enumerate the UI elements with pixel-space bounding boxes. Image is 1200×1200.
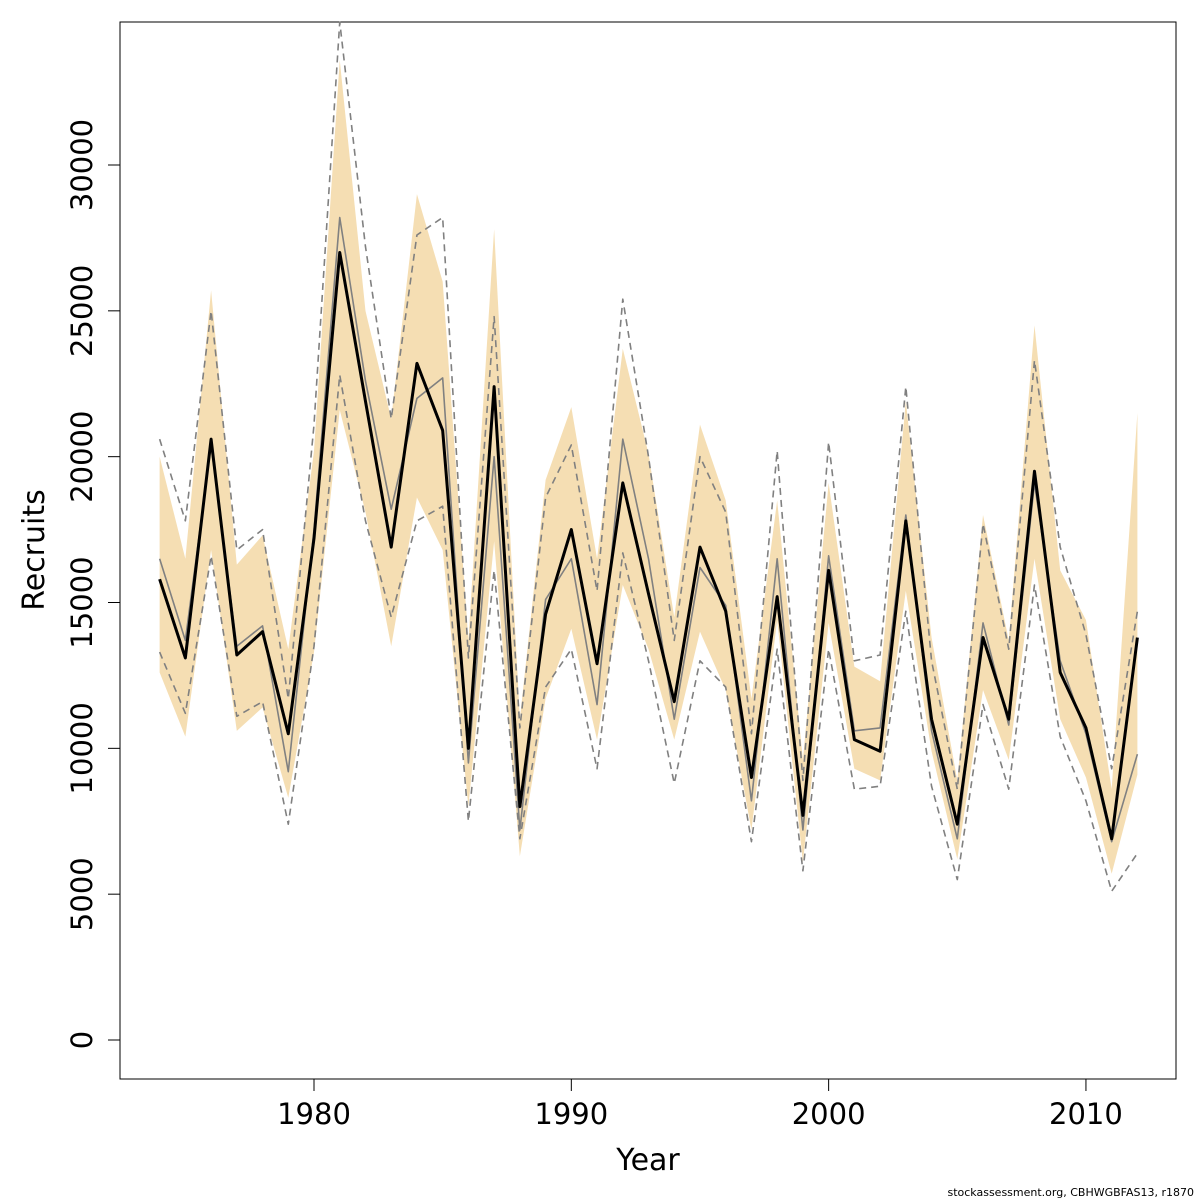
y-tick-label: 15000 [65,556,99,648]
x-tick-label: 2010 [1049,1097,1123,1131]
estimate-line [158,251,1139,841]
x-tick-label: 1990 [534,1097,608,1131]
y-tick-label: 20000 [65,411,99,503]
y-tick-label: 30000 [65,119,99,211]
bound-line [158,21,1139,790]
y-tick-label: 25000 [65,265,99,357]
y-tick-label: 5000 [65,857,99,931]
bound-line [158,374,1139,893]
y-axis-title: Recruits [17,489,52,611]
confidence-band [159,60,1138,874]
x-axis-title: Year [615,1143,680,1178]
footnote: stockassessment.org, CBHWGBFAS13, r1870 [947,1186,1194,1199]
y-tick-label: 0 [65,1031,99,1049]
x-tick-label: 2000 [792,1097,866,1131]
y-tick-label: 10000 [65,702,99,794]
x-tick-label: 1980 [277,1097,351,1131]
